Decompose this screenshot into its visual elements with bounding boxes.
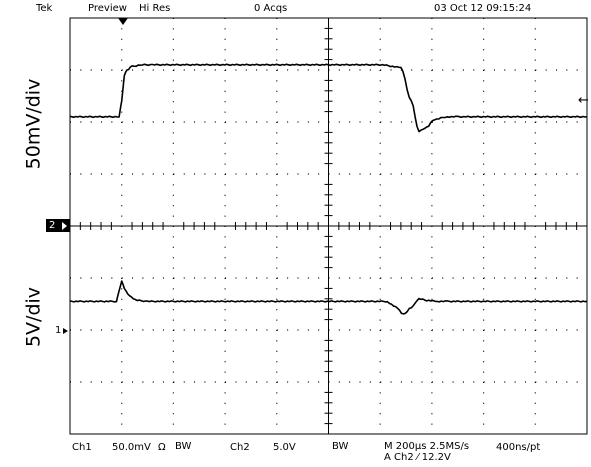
mode-label: Preview [88,3,127,14]
record-resolution: 400ns/pt [496,442,541,453]
datetime-stamp: 03 Oct 12 09:15:24 [434,3,532,14]
bottom-trace-scale-label: 5V/div [22,286,45,348]
status-bar: Tek Preview Hi Res 0 Acqs 03 Oct 12 09:1… [0,0,591,18]
acquisition-mode-label: Hi Res [139,3,171,14]
trigger-position-icon [118,18,128,25]
channel-1-waveform [69,63,588,133]
ch2-label: Ch2 [230,442,250,453]
channel-2-arrow-icon [62,222,67,230]
bandwidth-limit-label: BW [175,441,192,452]
ch1-label: Ch1 [72,442,92,453]
trigger-level-icon: ← [578,93,589,108]
channel-2-marker-label: 2 [49,220,56,231]
ch2-scale-value: 5.0V [273,442,296,453]
brand-label: Tek [36,3,53,14]
channel-1-arrow-icon [63,328,68,334]
timebase-readout: M 200µs 2.5MS/s [384,441,470,452]
acquisition-count: 0 Acqs [254,3,288,14]
channel-1-marker[interactable]: 1 [55,325,62,336]
ch1-coupling-icon: Ω [158,442,166,453]
channel-2-waveform [69,280,588,315]
ch1-scale-value: 50.0mV [112,442,151,453]
trigger-readout: A Ch2 ⁄ 12.2V [384,452,451,463]
top-trace-scale-label: 50mV/div [22,78,45,170]
bandwidth-limit-label-2: BW [332,441,349,452]
